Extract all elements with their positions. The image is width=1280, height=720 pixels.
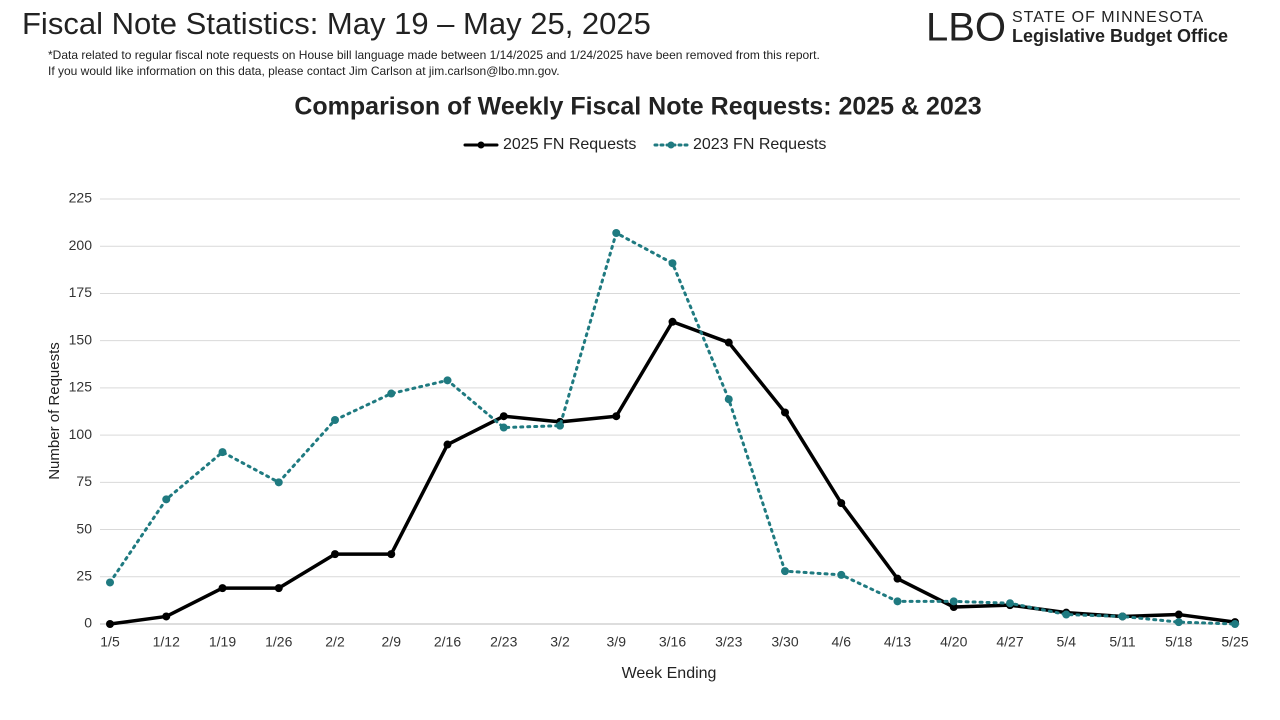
y-tick-label: 25 [76,567,92,583]
legend-marker [667,141,675,149]
x-tick-label: 2/16 [434,634,461,650]
y-tick-label: 200 [69,237,93,253]
y-tick-label: 175 [69,284,93,300]
data-point [106,578,114,587]
series-line [108,231,1237,626]
data-point [949,597,958,606]
x-tick-label: 3/16 [659,634,686,650]
data-point [837,570,846,579]
data-point [724,395,733,404]
x-tick-label: 2/23 [490,634,517,650]
data-point [668,317,677,326]
x-tick-label: 5/4 [1057,634,1077,650]
x-tick-label: 1/12 [153,634,180,650]
data-point [162,495,171,504]
x-tick-label: 3/30 [771,634,798,650]
logo-mark: LBO [926,6,1006,50]
data-point [1118,612,1127,621]
data-point [387,550,396,559]
data-point [1231,620,1239,628]
x-tick-label: 2/9 [382,634,402,650]
data-point [1174,610,1183,619]
data-point [781,408,789,417]
data-point [162,612,171,621]
y-tick-label: 75 [76,473,92,489]
legend-label: 2023 FN Requests [693,136,826,153]
data-point [499,423,508,432]
y-tick-label: 150 [69,331,93,347]
y-tick-label: 225 [69,190,93,206]
x-tick-label: 1/5 [100,634,120,650]
x-tick-label: 1/26 [265,634,292,650]
data-point [274,478,283,487]
data-point [893,574,902,583]
y-axis-label: Number of Requests [46,342,63,480]
data-point [837,499,846,508]
data-point [612,229,621,237]
note: If you would like information on this da… [48,64,560,78]
data-point [893,597,902,606]
data-point [724,338,733,347]
x-tick-label: 1/19 [209,634,236,650]
x-axis-label: Week Ending [622,665,717,682]
data-point [443,376,452,385]
data-point [949,603,958,611]
data-point [218,584,227,593]
page-title: Fiscal Note Statistics: May 19 – May 25,… [22,6,651,41]
x-tick-label: 5/11 [1109,634,1135,650]
x-tick-label: 3/2 [550,634,570,650]
y-tick-label: 50 [76,520,92,536]
legend-marker [477,141,485,149]
data-point [612,412,621,421]
data-point [387,389,396,398]
data-point [781,567,789,576]
data-point [499,412,508,421]
y-tick-label: 0 [84,615,92,631]
x-tick-label: 5/18 [1165,634,1192,650]
data-point [1062,610,1071,619]
y-tick-label: 125 [69,379,93,395]
x-tick-label: 3/23 [715,634,742,650]
x-tick-label: 2/2 [325,634,345,650]
x-tick-label: 4/13 [884,634,911,650]
data-point [218,448,227,457]
x-tick-label: 3/9 [607,634,627,650]
legend-label: 2025 FN Requests [503,136,636,153]
logo-line1: STATE OF MINNESOTA [1012,9,1204,26]
data-point [443,440,452,449]
data-point [1174,618,1183,627]
data-point [668,259,677,268]
note: *Data related to regular fiscal note req… [48,48,820,62]
x-tick-label: 5/25 [1221,634,1248,650]
series-line [108,320,1237,626]
data-point [556,421,564,430]
data-point [106,620,114,628]
chart-title: Comparison of Weekly Fiscal Note Request… [294,93,981,121]
y-tick-label: 100 [69,426,93,442]
logo-line2: Legislative Budget Office [1012,26,1228,46]
data-point [331,550,339,559]
data-point [1006,599,1014,608]
x-tick-label: 4/20 [940,634,967,650]
x-tick-label: 4/6 [832,634,852,650]
x-tick-label: 4/27 [996,634,1023,650]
data-point [274,584,283,593]
data-point [331,416,339,424]
